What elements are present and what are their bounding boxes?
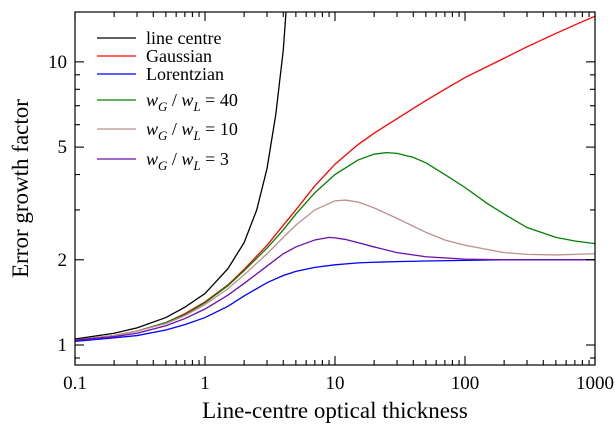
x-axis-title: Line-centre optical thickness — [202, 398, 468, 423]
x-tick-label: 1000 — [576, 373, 614, 394]
series-line-3 — [75, 259, 595, 343]
x-tick-label: 1 — [200, 373, 210, 394]
y-tick-label: 1 — [58, 335, 68, 356]
axes: 0.1 1 10 100 1000 1 2 5 10 — [48, 11, 614, 394]
legend-label: Gaussian — [146, 46, 212, 66]
x-tick-label: 0.1 — [63, 373, 87, 394]
x-tick-label: 10 — [326, 373, 345, 394]
y-axis-title: Error growth factor — [8, 99, 33, 278]
legend-label: line centre — [146, 28, 221, 48]
legend-label: wG / wL = 40 — [146, 90, 238, 114]
series-line-1 — [75, 12, 287, 340]
y-tick-label: 5 — [58, 137, 68, 158]
y-tick-label: 10 — [48, 52, 67, 73]
x-tick-label: 100 — [451, 373, 480, 394]
plot-area — [75, 12, 595, 343]
series-line-5 — [75, 199, 595, 341]
series-line-2 — [75, 15, 595, 341]
legend-label: wG / wL = 10 — [146, 119, 238, 143]
legend-label: Lorentzian — [146, 64, 224, 84]
y-tick-label: 2 — [58, 250, 68, 271]
series-line-4 — [75, 151, 595, 341]
series-line-6 — [75, 236, 595, 341]
legend-label: wG / wL = 3 — [146, 149, 229, 173]
